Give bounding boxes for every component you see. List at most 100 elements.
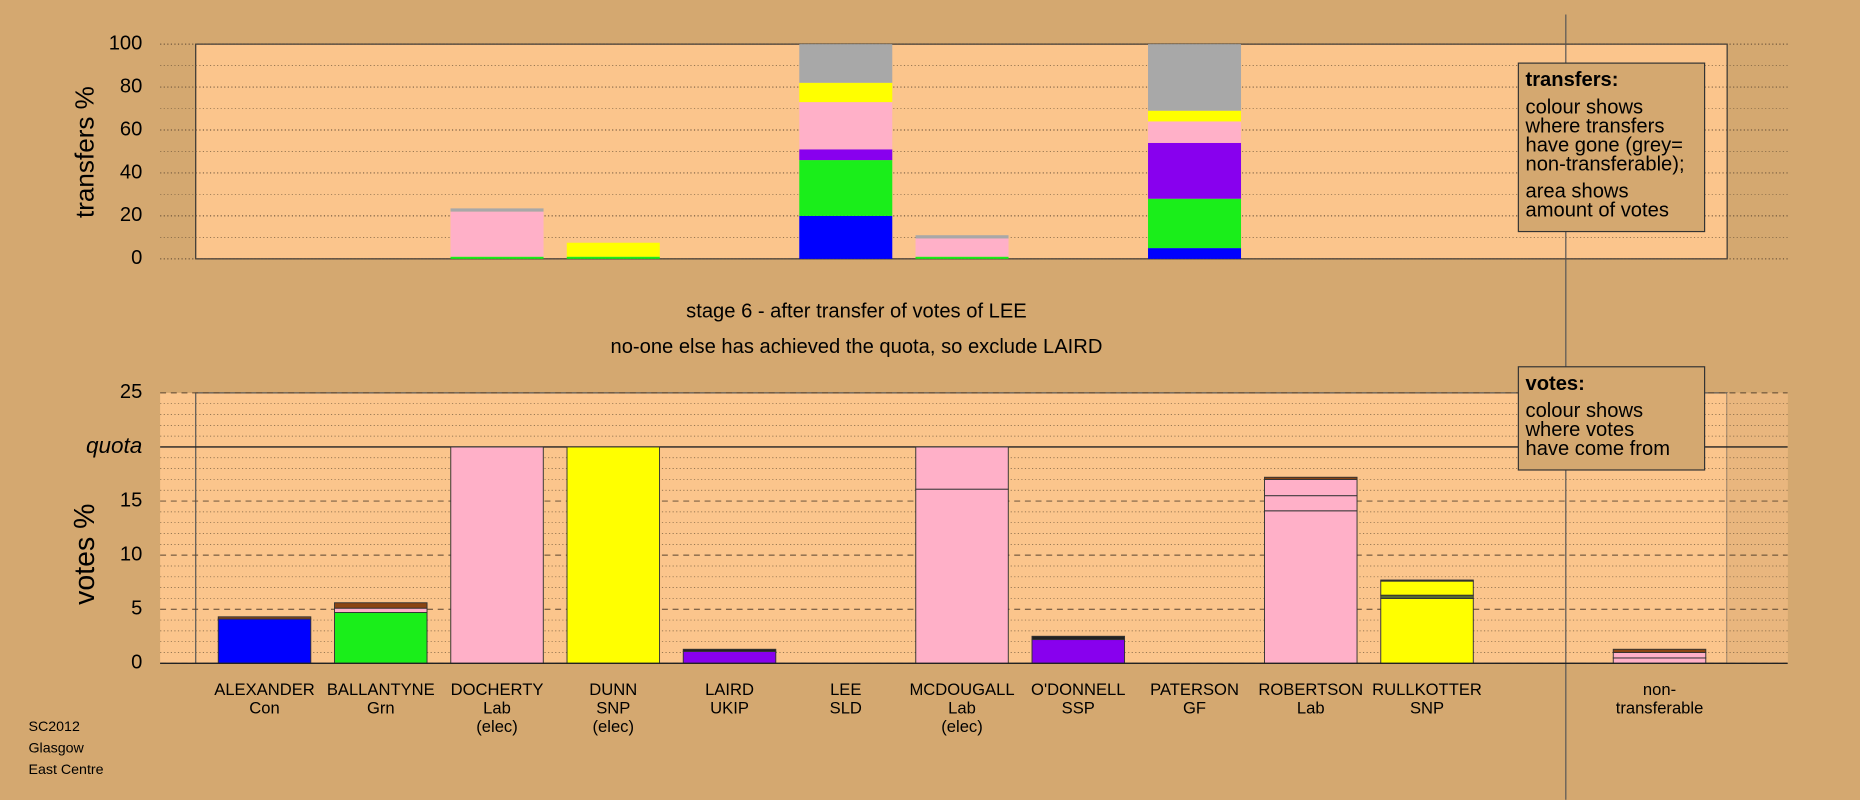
x-tick-label: (elec) bbox=[941, 717, 983, 736]
footer-line: SC2012 bbox=[28, 719, 79, 735]
legend-text: non-transferable); bbox=[1525, 153, 1684, 175]
bar-segment bbox=[799, 149, 893, 161]
bar-segment bbox=[1380, 597, 1474, 664]
y-axis-label: transfers % bbox=[69, 86, 99, 218]
legend-text: where votes bbox=[1524, 419, 1634, 441]
bar-segment bbox=[217, 616, 312, 620]
y-tick-label: 60 bbox=[120, 118, 142, 140]
bar-segment bbox=[334, 602, 428, 609]
bar-segment bbox=[799, 44, 893, 83]
legend-text: have come from bbox=[1525, 438, 1670, 460]
y-tick-label: quota bbox=[86, 433, 142, 458]
bar-segment bbox=[1148, 198, 1242, 249]
x-tick-label: BALLANTYNE bbox=[327, 680, 435, 699]
x-tick-label: SNP bbox=[596, 698, 630, 717]
bar-segment bbox=[682, 650, 777, 664]
bar-segment bbox=[1264, 478, 1358, 497]
bar-segment bbox=[1380, 580, 1474, 596]
legend-text: colour shows bbox=[1525, 97, 1643, 119]
stage-title: stage 6 - after transfer of votes of LEE bbox=[686, 301, 1027, 323]
bar-segment bbox=[334, 607, 428, 613]
plot-shade bbox=[1727, 392, 1788, 664]
footer: SC2012 Glasgow East Centre bbox=[28, 719, 103, 778]
bar-segment bbox=[1031, 639, 1126, 664]
y-tick-label: 25 bbox=[120, 381, 142, 403]
x-tick-label: SLD bbox=[830, 698, 862, 717]
bar-segment bbox=[1148, 44, 1242, 111]
x-tick-label: UKIP bbox=[710, 698, 749, 717]
bar-segment bbox=[915, 238, 1009, 257]
x-tick-label: Lab bbox=[948, 698, 976, 717]
bar-segment bbox=[799, 102, 893, 150]
bar-segment bbox=[450, 208, 544, 212]
x-tick-label: SSP bbox=[1062, 698, 1095, 717]
bar-segment bbox=[566, 242, 660, 257]
legend-text: amount of votes bbox=[1525, 200, 1668, 222]
bar-segment bbox=[1264, 510, 1358, 664]
y-tick-label: 15 bbox=[120, 489, 142, 511]
stage-subtitle: no-one else has achieved the quota, so e… bbox=[610, 336, 1102, 358]
bar-segment bbox=[1264, 476, 1358, 480]
bar-segment bbox=[915, 235, 1009, 239]
x-tick-label: (elec) bbox=[593, 717, 634, 736]
x-tick-label: (elec) bbox=[476, 717, 518, 736]
x-tick-label: LAIRD bbox=[705, 680, 754, 699]
legend-text: where transfers bbox=[1524, 115, 1664, 137]
y-tick-label: 100 bbox=[109, 32, 143, 54]
y-tick-label: 0 bbox=[131, 652, 142, 674]
bar-segment bbox=[799, 82, 893, 103]
bar-segment bbox=[1380, 594, 1474, 599]
x-tick-label: ALEXANDER bbox=[214, 680, 315, 699]
bar-segment bbox=[799, 215, 893, 259]
x-tick-label: GF bbox=[1183, 698, 1206, 717]
bar-segment bbox=[682, 648, 777, 652]
x-tick-label: ROBERTSON bbox=[1258, 680, 1363, 699]
x-tick-label: Lab bbox=[483, 698, 511, 717]
bar-segment bbox=[450, 211, 544, 257]
legend-box bbox=[1517, 62, 1706, 233]
footer-line: Glasgow bbox=[28, 741, 84, 757]
y-tick-label: 40 bbox=[120, 161, 142, 183]
bar-segment bbox=[1380, 579, 1474, 582]
bar-segment bbox=[1148, 121, 1242, 143]
bar-segment bbox=[450, 256, 544, 259]
bar-segment bbox=[915, 446, 1009, 490]
y-tick-label: 80 bbox=[120, 75, 142, 97]
x-tick-label: DUNN bbox=[589, 680, 637, 699]
legend-text: have gone (grey= bbox=[1525, 134, 1682, 156]
x-tick-label: RULLKOTTER bbox=[1372, 680, 1482, 699]
x-tick-label: PATERSON bbox=[1150, 680, 1239, 699]
y-tick-label: 10 bbox=[120, 543, 142, 565]
bar-segment bbox=[1148, 142, 1242, 199]
bar-segment bbox=[915, 256, 1009, 259]
x-tick-label: transferable bbox=[1616, 698, 1704, 717]
x-tick-label: Grn bbox=[367, 698, 395, 717]
bar-segment bbox=[217, 618, 312, 664]
bar-segment bbox=[1148, 110, 1242, 122]
bar-segment bbox=[799, 160, 893, 216]
x-tick-label: O'DONNELL bbox=[1031, 680, 1125, 699]
legend-text: area shows bbox=[1525, 181, 1628, 203]
x-tick-label: LEE bbox=[830, 680, 861, 699]
legend-box bbox=[1517, 366, 1706, 471]
legend-title: votes: bbox=[1525, 373, 1584, 395]
bar-segment bbox=[1612, 648, 1707, 653]
bar-segment bbox=[450, 446, 544, 664]
bar-segment bbox=[1264, 495, 1358, 512]
legend-title: transfers: bbox=[1525, 69, 1618, 91]
x-tick-label: Lab bbox=[1297, 698, 1325, 717]
y-tick-label: 0 bbox=[131, 247, 142, 269]
x-tick-label: non- bbox=[1643, 680, 1676, 699]
bar-segment bbox=[1612, 657, 1707, 664]
legend-text: colour shows bbox=[1525, 400, 1643, 422]
x-tick-label: SNP bbox=[1410, 698, 1444, 717]
x-tick-label: Con bbox=[249, 698, 279, 717]
y-tick-label: 5 bbox=[131, 598, 142, 620]
bar-segment bbox=[915, 488, 1009, 664]
footer-line: East Centre bbox=[28, 762, 103, 778]
legend: transfers: colour shows where transfers … bbox=[1517, 62, 1706, 471]
bar-segment bbox=[1612, 652, 1707, 659]
